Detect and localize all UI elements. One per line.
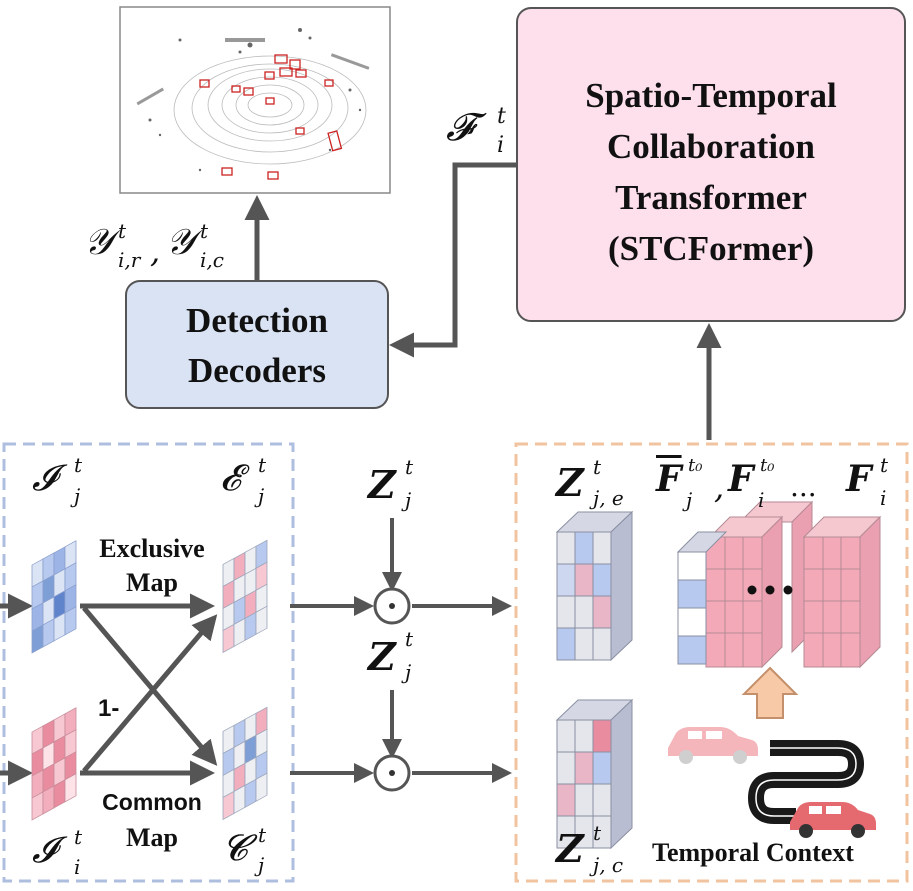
f-tilde-j-symbol: 𝑭 <box>656 458 682 500</box>
decoder-line-2: Decoders <box>187 351 326 390</box>
temporal-feature-stack <box>676 500 882 669</box>
f-tilde-j-sub: j <box>686 488 693 512</box>
detection-output-sup-c: t <box>200 219 209 243</box>
exclusive-map-symbol: 𝓔 <box>220 458 241 499</box>
arrow-stcformer-to-decoder <box>389 162 517 358</box>
temporal-context-label: Temporal Context <box>652 838 854 867</box>
exclusive-map-j <box>222 539 268 654</box>
input-map-i-sub: i <box>74 855 81 879</box>
z-top-sup: t <box>405 455 414 479</box>
fused-feature-sub: i <box>497 133 505 158</box>
past-car-icon <box>668 727 758 764</box>
stcformer-title: Spatio-Temporal Collaboration Transforme… <box>517 70 905 274</box>
z-jc-sup: t <box>593 821 602 845</box>
decoder-line-1: Detection <box>186 301 328 340</box>
common-map-label: Common Map <box>82 784 222 856</box>
detection-output-label-c: 𝒴 <box>166 222 195 263</box>
f-i-t0-sup: t₀ <box>760 455 775 476</box>
exclusive-map-label-2: Map <box>126 568 178 597</box>
one-minus-label: 1- <box>98 695 120 722</box>
z-top-symbol: 𝒁 <box>368 462 396 507</box>
z-je-symbol: 𝒁 <box>556 460 584 505</box>
temporal-context-group <box>514 442 909 883</box>
input-map-i <box>31 707 77 821</box>
f-i-t-sup: t <box>880 453 889 477</box>
common-map-sub: j <box>258 853 265 877</box>
input-map-j-sub: j <box>74 484 81 508</box>
common-map-label-1: Common <box>102 789 202 815</box>
common-map-sup: t <box>258 823 267 847</box>
feature-cube-z-jc <box>555 698 634 850</box>
odot-operator-top <box>373 587 411 625</box>
exclusive-map-sup: t <box>258 453 267 477</box>
f-i-t-symbol: 𝑭 <box>846 458 872 500</box>
input-map-i-sup: t <box>74 825 83 849</box>
z-je-sup: t <box>593 455 602 479</box>
feature-cube-z-je <box>555 510 634 662</box>
winding-road-icon <box>747 740 865 824</box>
f-i-t0-symbol: 𝑭 <box>728 458 754 500</box>
exclusive-map-label: Exclusive Map <box>82 532 222 600</box>
fused-feature-label: 𝓕 <box>446 108 474 146</box>
stcformer-line-4: (STCFormer) <box>607 229 815 268</box>
temporal-up-arrow-icon <box>741 666 799 719</box>
detection-output-comma: , <box>150 232 161 270</box>
z-jc-sub: j, c <box>593 853 624 877</box>
map-split-arrows <box>80 593 218 786</box>
detection-output-sup-r: t <box>118 219 127 243</box>
z-je-sub: j, e <box>593 486 624 510</box>
detection-output-sub-r: i,r <box>118 248 141 272</box>
lidar-point-cloud-image <box>119 6 391 194</box>
input-map-i-symbol: 𝓘 <box>32 830 57 871</box>
z-bottom-sup: t <box>405 627 414 651</box>
z-jc-symbol: 𝒁 <box>556 826 584 871</box>
detection-output-sub-c: i,c <box>200 248 224 272</box>
exclusive-map-sub: j <box>258 484 265 508</box>
exclusive-map-label-1: Exclusive <box>99 534 205 563</box>
stcformer-line-3: Transformer <box>615 178 807 217</box>
f-comma: , <box>714 468 725 506</box>
fused-feature-sup: t <box>497 104 506 129</box>
odot-operator-bottom <box>373 754 411 792</box>
stcformer-line-2: Collaboration <box>606 127 816 166</box>
z-top-sub: j <box>405 488 412 512</box>
f-ellipsis: ... <box>790 470 817 503</box>
stcformer-line-1: Spatio-Temporal <box>585 76 837 115</box>
common-map-label-2: Map <box>126 823 178 852</box>
f-i-t-sub: i <box>880 486 887 510</box>
f-tilde-j-sup: t₀ <box>688 455 703 476</box>
input-map-j-symbol: 𝓘 <box>32 458 57 499</box>
input-map-j <box>31 540 77 654</box>
current-car-icon <box>790 802 876 838</box>
common-map-symbol: 𝓒 <box>222 828 248 869</box>
detection-decoders-title: Detection Decoders <box>126 296 388 396</box>
f-i-t0-sub: i <box>758 488 765 512</box>
input-map-j-sup: t <box>74 453 83 477</box>
z-bottom-sub: j <box>405 660 412 684</box>
f-tilde-j-letter: 𝑭 <box>656 458 682 500</box>
z-bottom-symbol: 𝒁 <box>368 634 396 679</box>
fused-feature-symbol: 𝓕 <box>446 105 475 149</box>
detection-output-label-r: 𝒴 <box>84 222 113 263</box>
common-map-j <box>222 706 268 821</box>
map-generation-group <box>2 442 295 883</box>
